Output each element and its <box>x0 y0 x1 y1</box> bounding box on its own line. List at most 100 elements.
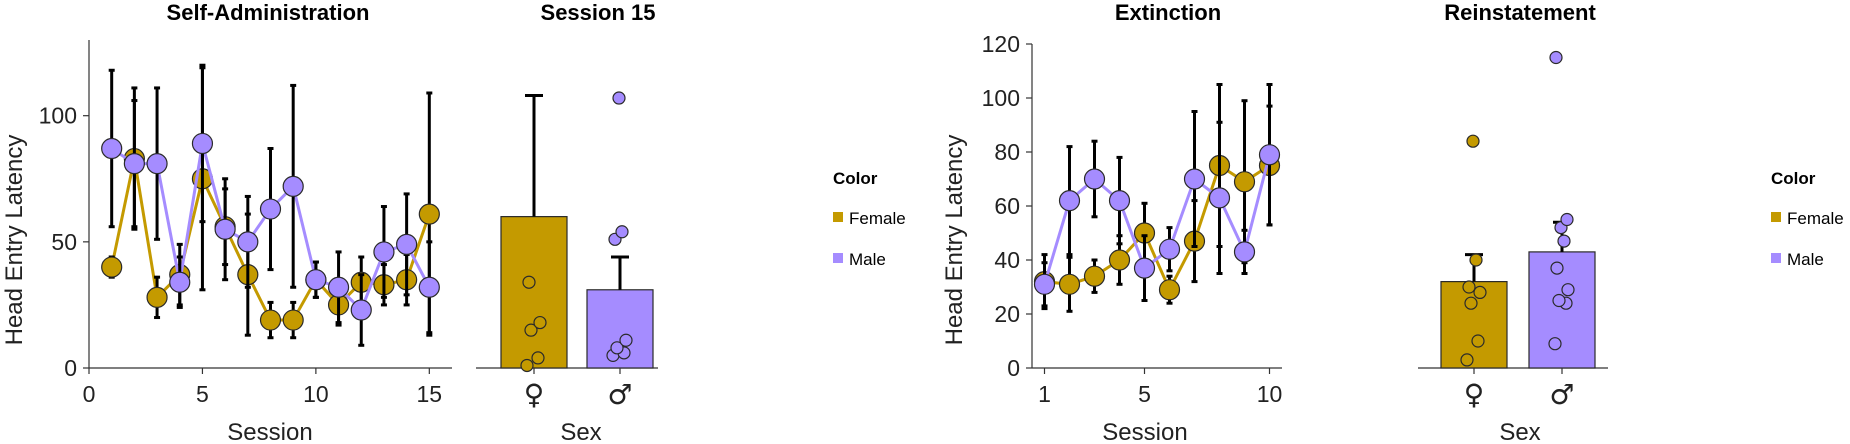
data-point <box>1460 353 1474 367</box>
legend-swatch-male <box>833 253 843 263</box>
legend-left: Color Female Male <box>833 169 906 269</box>
y-tick-label: 20 <box>994 301 1020 327</box>
data-point <box>282 175 304 197</box>
data-point <box>1557 234 1571 248</box>
data-point <box>1158 238 1181 260</box>
data-point <box>1473 285 1487 299</box>
data-point <box>214 218 236 240</box>
data-point <box>146 286 168 308</box>
data-point <box>610 341 624 355</box>
male-series <box>1033 83 1281 308</box>
data-point <box>619 333 633 347</box>
data-point <box>418 203 440 225</box>
y-tick-label: 40 <box>994 247 1020 273</box>
data-point <box>1033 273 1056 295</box>
panel-reinstatement: Reinstatement ♀ ♂ Sex <box>1418 0 1608 444</box>
ticks: 0 5 10 15 0 50 100 <box>39 103 442 407</box>
data-point <box>524 323 538 337</box>
legend-label-male: Male <box>1787 250 1824 269</box>
x-tick-label: ♂ <box>607 378 632 411</box>
bar <box>500 216 568 369</box>
data-point <box>1550 261 1564 275</box>
y-tick-label: 50 <box>51 229 77 255</box>
data-point <box>282 309 304 331</box>
data-point <box>101 137 123 160</box>
data-point <box>101 256 123 278</box>
x-tick-label: 15 <box>417 381 443 407</box>
series-line <box>1044 163 1271 294</box>
data-point <box>1058 273 1081 295</box>
x-tick-label: 0 <box>83 381 96 407</box>
data-point <box>1258 144 1281 166</box>
legend-label-male: Male <box>849 250 886 269</box>
legend-label-female: Female <box>1787 209 1844 228</box>
y-tick-label: 80 <box>994 139 1020 165</box>
data-point <box>169 271 191 293</box>
data-point <box>350 299 372 321</box>
data-point <box>1464 296 1478 310</box>
legend-swatch-female <box>1771 212 1781 222</box>
y-axis-label: Head Entry Latency <box>941 135 968 346</box>
data-point <box>531 351 545 365</box>
data-point <box>146 153 168 175</box>
x-tick-label: 1 <box>1038 381 1051 407</box>
data-point <box>1233 171 1256 193</box>
data-point <box>259 198 282 220</box>
data-point <box>1108 249 1131 271</box>
bars: ♀ ♂ <box>1440 50 1596 411</box>
legend-right: Color Female Male <box>1771 169 1844 269</box>
data-point <box>1108 190 1131 212</box>
x-tick-label: 10 <box>1257 381 1283 407</box>
data-point <box>1466 134 1480 148</box>
x-tick-label: 10 <box>303 381 329 407</box>
x-axis-label: Session <box>1102 419 1187 444</box>
male-series <box>101 63 440 347</box>
x-axis-label: Sex <box>560 419 601 444</box>
x-tick-label: 5 <box>1138 381 1151 407</box>
x-tick-label: ♀ <box>524 378 545 411</box>
panel-session-15: Session 15 ♀ ♂ Sex <box>476 0 658 444</box>
panel-title: Reinstatement <box>1444 0 1596 25</box>
data-point <box>1462 280 1476 294</box>
data-point <box>1471 334 1485 348</box>
data-point <box>191 132 214 155</box>
y-tick-label: 120 <box>982 31 1020 57</box>
y-axis-label: Head Entry Latency <box>1 135 28 346</box>
x-axis-label: Sex <box>1499 419 1540 444</box>
data-point <box>259 309 282 331</box>
y-tick-label: 100 <box>982 85 1020 111</box>
legend-title: Color <box>1771 169 1816 188</box>
panel-title: Self-Administration <box>167 0 370 25</box>
data-point <box>305 269 327 291</box>
data-point <box>522 275 536 289</box>
legend-title: Color <box>833 169 878 188</box>
data-point <box>418 276 440 298</box>
y-tick-label: 100 <box>39 103 77 129</box>
data-point <box>123 153 145 175</box>
series-line <box>1043 154 1271 285</box>
y-tick-label: 0 <box>64 355 77 381</box>
y-tick-label: 60 <box>994 193 1020 219</box>
data-point <box>1083 265 1106 287</box>
data-point <box>1133 257 1156 279</box>
data-point <box>1560 212 1574 227</box>
data-point <box>1469 253 1483 267</box>
data-point <box>1561 283 1575 297</box>
data-point <box>533 315 547 330</box>
data-point <box>1058 190 1081 212</box>
data-point <box>373 241 395 263</box>
legend-swatch-female <box>833 212 843 222</box>
data-point <box>612 91 626 105</box>
x-tick-label: ♂ <box>1549 378 1574 411</box>
data-point <box>1233 241 1256 263</box>
panel-title: Session 15 <box>541 0 656 25</box>
data-point <box>1158 279 1181 301</box>
data-point <box>615 225 629 239</box>
data-point <box>1552 293 1566 308</box>
data-point <box>396 233 418 255</box>
panel-self-administration: Self-Administration 0 5 10 15 0 50 100 Session… <box>1 0 452 444</box>
data-point <box>520 358 534 373</box>
data-point <box>1548 337 1562 351</box>
